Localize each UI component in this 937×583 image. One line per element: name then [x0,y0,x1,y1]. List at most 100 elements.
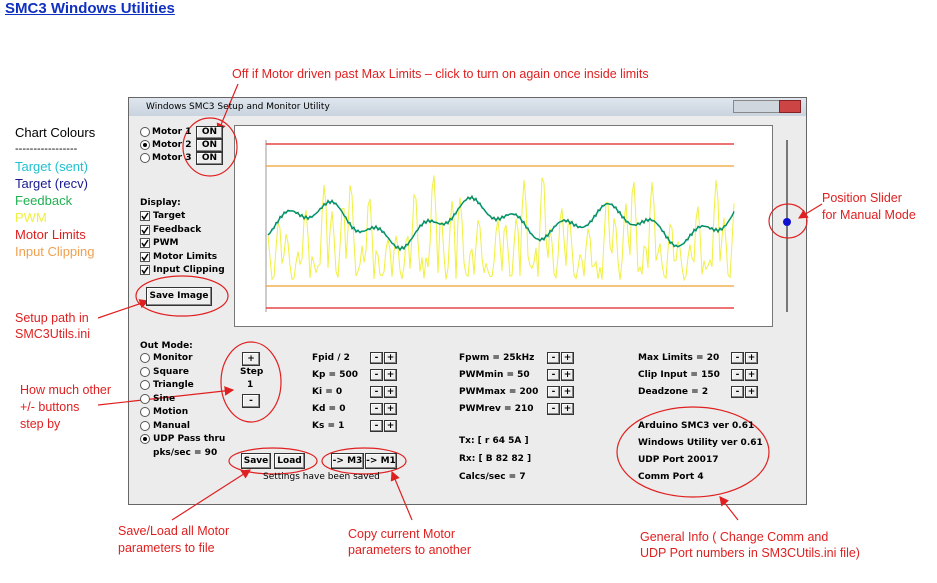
info-line: Windows Utility ver 0.61 [638,438,763,448]
display-checkbox[interactable] [140,265,150,275]
param-plus-button[interactable]: + [745,352,758,364]
display-checkbox[interactable] [140,238,150,248]
display-checkbox[interactable] [140,224,150,235]
param-plus-button[interactable]: + [384,386,397,398]
annotation: step by [20,417,61,431]
param-minus-button[interactable]: - [547,386,560,398]
param-minus-button[interactable]: - [370,420,383,432]
parameter: Ks = 1 [312,421,345,431]
parameter: Kd = 0 [312,404,346,414]
slider-thumb[interactable] [783,218,791,226]
file-button[interactable]: Save [241,453,271,469]
parameter: Deadzone = 2 [638,387,709,397]
out-mode-radio[interactable] [140,393,150,404]
parameter: Ki = 0 [312,387,343,397]
feedback-trace [267,194,735,252]
save-image-button[interactable]: Save Image [146,287,212,306]
param-minus-button[interactable]: - [370,352,383,364]
motor-label: Motor 1 [152,127,192,137]
display-option: Feedback [153,224,202,235]
param-minus-button[interactable]: - [370,369,383,381]
title-bar [129,98,806,116]
out-mode-option: Square [153,366,189,377]
legend-item: Motor Limits [15,227,86,242]
file-button[interactable]: Load [274,453,305,469]
annotation: Copy current Motor [348,527,455,541]
chart-panel [234,125,773,327]
file-button[interactable]: -> M1 [365,453,397,469]
comms-status: Calcs/sec = 7 [459,472,526,482]
comms-status: Tx: [ r 64 5A ] [459,436,529,446]
param-plus-button[interactable]: + [561,403,574,415]
param-minus-button[interactable]: - [370,403,383,415]
display-heading: Display: [140,198,181,208]
motor-label: Motor 2 [152,140,192,150]
out-mode-radio[interactable] [140,380,150,390]
motor-radio[interactable] [140,127,150,137]
param-plus-button[interactable]: + [745,369,758,381]
annotation: +/- buttons [20,400,80,414]
page-title: SMC3 Windows Utilities [5,0,175,17]
info-line: UDP Port 20017 [638,455,719,465]
legend-heading: Chart Colours [15,125,96,140]
comms-status: Rx: [ B 82 82 ] [459,454,532,464]
motor-radio[interactable] [140,153,150,163]
display-checkbox[interactable] [140,251,150,262]
parameter: Max Limits = 20 [638,353,720,363]
out-mode-radio[interactable] [140,420,150,431]
step-minus-button[interactable]: - [242,394,260,408]
legend-item: Target (sent) [15,159,88,174]
out-mode-option: UDP Pass thru [153,434,226,444]
out-mode-option: Monitor [153,353,193,363]
annotation: SMC3Utils.ini [15,327,91,341]
legend-item: Target (recv) [15,176,88,191]
param-plus-button[interactable]: + [384,352,397,364]
out-mode-heading: Out Mode: [140,341,193,351]
out-mode-option: Triangle [153,380,194,390]
annotation: Off if Motor driven past Max Limits – cl… [232,67,649,81]
annotation: parameters to another [348,543,471,557]
param-minus-button[interactable]: - [370,386,383,398]
legend-item: Feedback [15,193,73,208]
param-minus-button[interactable]: - [731,369,744,381]
out-mode-radio[interactable] [140,407,150,417]
motor-label: Motor 3 [152,153,192,163]
info-line: Comm Port 4 [638,472,704,482]
param-minus-button[interactable]: - [547,352,560,364]
step-plus-button[interactable]: + [242,352,260,366]
motor-on-button[interactable]: ON [196,152,223,165]
annotation: General Info ( Change Comm and [640,530,829,544]
param-plus-button[interactable]: + [561,352,574,364]
out-mode-radio[interactable] [140,353,150,363]
motor-on-button[interactable]: ON [196,139,223,152]
param-plus-button[interactable]: + [561,369,574,381]
param-minus-button[interactable]: - [731,386,744,398]
param-plus-button[interactable]: + [384,420,397,432]
target-trace [267,196,735,250]
close-button[interactable] [779,100,801,113]
display-option: Target [153,211,186,221]
out-mode-radio[interactable] [140,434,150,444]
param-plus-button[interactable]: + [384,369,397,381]
display-option: PWM [153,238,179,248]
param-minus-button[interactable]: - [731,352,744,364]
motor-on-button[interactable]: ON [196,126,223,139]
param-minus-button[interactable]: - [547,369,560,381]
param-plus-button[interactable]: + [745,386,758,398]
legend-rule: ----------------- [15,143,78,155]
param-plus-button[interactable]: + [561,386,574,398]
legend-item: PWM [15,210,47,225]
motor-radio[interactable] [140,140,150,150]
file-button[interactable]: -> M3 [331,453,364,469]
out-mode-radio[interactable] [140,366,150,377]
annotation: UDP Port numbers in SM3CUtils.ini file) [640,546,860,560]
annotation: Save/Load all Motor [118,524,230,538]
param-plus-button[interactable]: + [384,403,397,415]
param-minus-button[interactable]: - [547,403,560,415]
display-checkbox[interactable] [140,211,150,221]
annotation: Position Slider [822,191,902,205]
step-value: 1 [247,380,254,390]
parameter: PWMmax = 200 [459,387,539,397]
